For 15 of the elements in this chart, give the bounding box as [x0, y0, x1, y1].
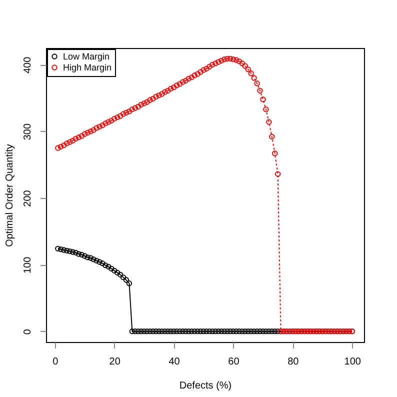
x-axis-title: Defects (%)	[179, 380, 232, 392]
x-tick-label: 60	[228, 356, 240, 368]
y-tick-label: 400	[22, 56, 34, 74]
x-tick-label: 20	[109, 356, 121, 368]
x-tick-label: 80	[288, 356, 300, 368]
x-tick-label: 100	[344, 356, 362, 368]
y-tick-label: 0	[22, 328, 34, 335]
y-axis-title: Optimal Order Quantity	[4, 144, 16, 247]
y-tick-label: 300	[22, 123, 34, 140]
y-tick-label: 200	[22, 190, 34, 207]
x-tick-label: 0	[52, 356, 59, 368]
x-tick-label: 40	[168, 356, 180, 368]
y-tick-label: 100	[22, 256, 34, 274]
legend-label: High Margin	[63, 62, 112, 72]
legend-label: Low Margin	[63, 52, 110, 62]
